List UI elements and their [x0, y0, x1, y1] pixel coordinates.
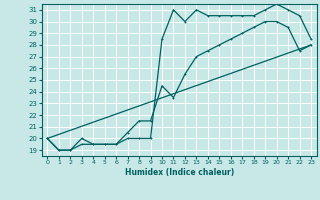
X-axis label: Humidex (Indice chaleur): Humidex (Indice chaleur)	[124, 168, 234, 177]
